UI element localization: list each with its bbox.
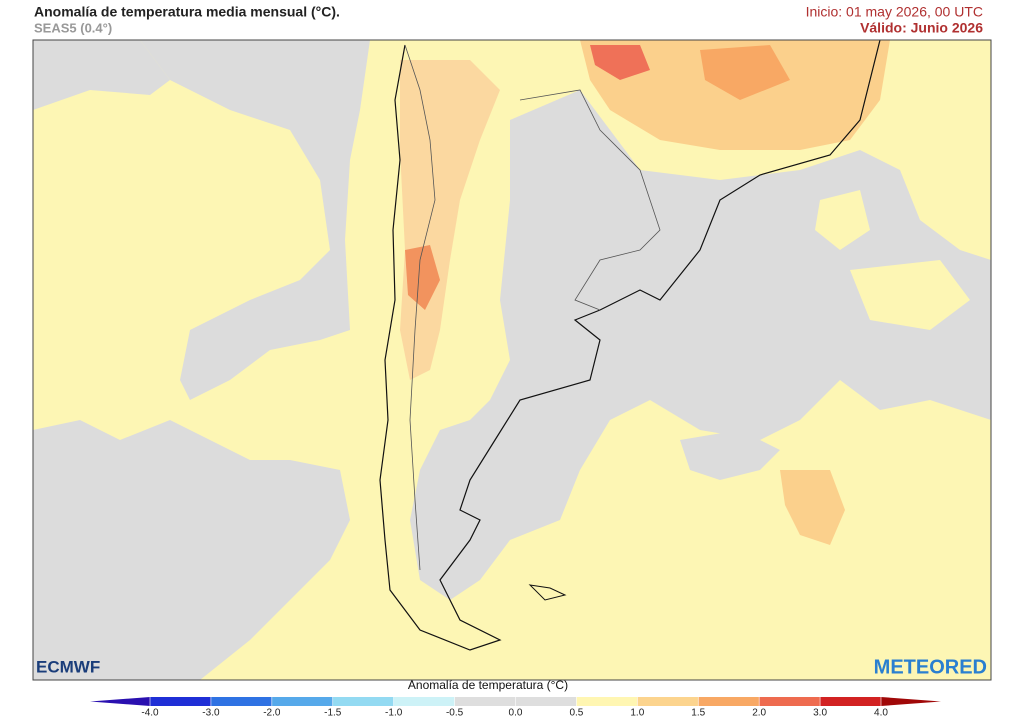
anomaly-zone	[590, 45, 650, 80]
subtitle: SEAS5 (0.4°)	[34, 20, 112, 35]
colorbar-segment	[210, 697, 273, 706]
anomaly-zone	[700, 45, 790, 100]
colorbar-segment	[271, 697, 334, 706]
init-date: Inicio: 01 may 2026, 00 UTC	[806, 4, 983, 20]
border	[519, 89, 661, 311]
colorbar-title: Anomalía de temperatura (°C)	[408, 678, 568, 692]
map-frame	[32, 39, 992, 681]
colorbar-segment	[576, 697, 638, 706]
anomaly-zone	[405, 245, 440, 310]
ecmwf-logo: ECMWF	[36, 657, 100, 676]
colorbar-tick-label: 1.0	[630, 708, 644, 719]
anomaly-zone	[850, 260, 970, 330]
colorbar-high-arrow	[881, 697, 941, 706]
colorbar-segment	[637, 697, 699, 706]
colorbar-tick-label: -3.0	[202, 708, 220, 719]
colorbar-tick-label: -1.0	[385, 708, 403, 719]
anomaly-zone	[780, 470, 845, 545]
colorbar-tick-label: -1.5	[324, 708, 342, 719]
colorbar-tick-label: -2.0	[263, 708, 281, 719]
colorbar-low-arrow	[90, 697, 150, 706]
coastline	[528, 584, 567, 601]
colorbar-segment	[759, 697, 821, 706]
colorbar-tick-label: 1.5	[691, 708, 705, 719]
map: ECMWF METEORED	[32, 39, 992, 681]
colorbar-tick-label: 0.5	[569, 708, 583, 719]
coastline	[379, 40, 881, 651]
colorbar-tick-label: 4.0	[874, 708, 888, 719]
border	[404, 44, 436, 571]
colorbar-tick-label: 2.0	[752, 708, 766, 719]
colorbar-segment	[454, 697, 516, 706]
colorbar-tick-label: 3.0	[813, 708, 827, 719]
title: Anomalía de temperatura media mensual (°…	[34, 4, 340, 20]
colorbar-segment	[698, 697, 760, 706]
valid-date: Válido: Junio 2026	[860, 20, 983, 36]
colorbar-segment	[150, 697, 212, 706]
anomaly-zone	[33, 40, 170, 110]
colorbar-tick-label: -4.0	[141, 708, 159, 719]
anomaly-zone	[140, 40, 370, 400]
colorbar: -4.0 -3.0 -2.0 -1.5 -1.0 -0.5 0.0 0.5 1.0 1.5 2.0 3…	[90, 697, 941, 719]
colorbar-segment	[820, 697, 882, 706]
colorbar-segment	[332, 697, 395, 706]
meteored-logo: METEORED	[874, 656, 987, 678]
anomaly-zone	[815, 190, 870, 250]
anomaly-zone	[680, 430, 780, 480]
colorbar-segment	[515, 697, 577, 706]
colorbar-tick-label: -0.5	[446, 708, 464, 719]
colorbar-segment	[393, 697, 456, 706]
anomaly-zone	[33, 420, 350, 680]
colorbar-tick-label: 0.0	[509, 708, 523, 719]
